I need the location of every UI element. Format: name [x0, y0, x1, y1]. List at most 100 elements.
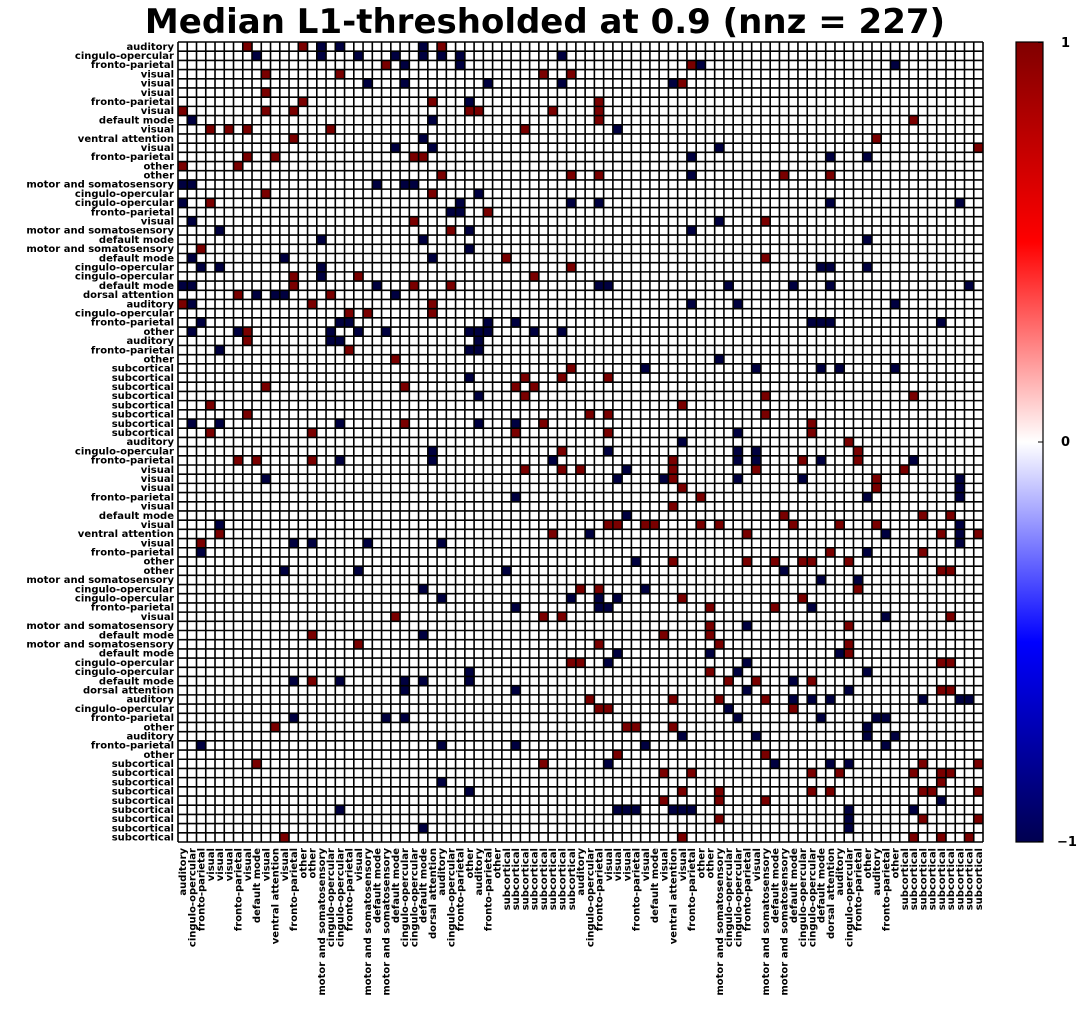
heatmap-cell	[862, 547, 872, 557]
heatmap-cell	[242, 42, 253, 52]
heatmap-cell	[714, 143, 724, 153]
heatmap-cell	[853, 455, 863, 465]
heatmap-cell	[862, 492, 872, 502]
heatmap-cell	[409, 216, 419, 226]
heatmap-cell	[603, 759, 613, 769]
heatmap-cell	[760, 796, 771, 806]
row-label: motor and somatosensory	[26, 621, 174, 632]
column-label: subcortical	[946, 848, 957, 910]
heatmap-cell	[677, 78, 687, 88]
column-label: subcortical	[520, 848, 531, 910]
heatmap-cell	[409, 179, 419, 190]
heatmap-cell	[418, 152, 428, 162]
heatmap-cell	[437, 777, 447, 787]
heatmap-cell	[279, 290, 290, 300]
heatmap-cell	[520, 464, 530, 475]
heatmap-cell	[936, 566, 946, 576]
heatmap-cell	[881, 612, 891, 622]
row-label: other	[144, 750, 175, 761]
heatmap-cell	[603, 704, 613, 714]
heatmap-cell	[853, 584, 863, 594]
heatmap-cell	[733, 455, 743, 465]
heatmap-cell	[908, 391, 919, 401]
row-label: visual	[141, 69, 174, 80]
heatmap-cell	[955, 529, 965, 539]
heatmap-cell	[566, 170, 576, 180]
heatmap-cell	[511, 740, 521, 751]
heatmap-cell	[788, 694, 798, 705]
heatmap-cell	[474, 345, 484, 355]
column-label: other	[891, 848, 902, 879]
heatmap-cell	[289, 271, 299, 282]
column-label: fronto-parietal	[881, 848, 892, 931]
heatmap-cell	[307, 538, 317, 548]
heatmap-cell	[344, 308, 354, 318]
heatmap-cell	[298, 97, 308, 107]
heatmap-cell	[335, 336, 345, 346]
column-label: auditory	[474, 848, 485, 896]
row-label: visual	[141, 538, 174, 549]
heatmap-cell	[353, 639, 364, 649]
heatmap-cell	[538, 612, 549, 622]
heatmap-cell	[418, 823, 428, 833]
heatmap-cell	[714, 639, 724, 649]
heatmap-cell	[455, 51, 465, 61]
heatmap-cell	[400, 713, 410, 723]
heatmap-cell	[196, 317, 206, 328]
heatmap-cell	[918, 759, 928, 769]
heatmap-cell	[936, 832, 946, 842]
heatmap-cell	[594, 115, 604, 125]
heatmap-cell	[400, 179, 410, 190]
heatmap-cell	[973, 759, 983, 769]
column-label: cingulo-opercular	[187, 848, 198, 947]
row-label: subcortical	[112, 419, 174, 430]
heatmap-cell	[483, 207, 493, 217]
row-label: cingulo-opercular	[75, 704, 174, 715]
heatmap-cell	[400, 685, 410, 695]
heatmap-cell	[918, 510, 928, 521]
heatmap-cell	[945, 658, 956, 668]
heatmap-cell	[261, 474, 271, 484]
heatmap-cell	[668, 556, 678, 567]
heatmap-cell	[187, 419, 197, 429]
row-label: subcortical	[112, 400, 174, 411]
column-label: visual	[659, 848, 670, 881]
colorbar-tick-label: −1	[1057, 835, 1077, 850]
heatmap-grid	[177, 41, 984, 843]
heatmap-cell	[945, 612, 956, 622]
heatmap-cell	[797, 455, 808, 465]
heatmap-cell	[686, 170, 697, 180]
heatmap-cell	[483, 317, 493, 328]
heatmap-cell	[825, 786, 835, 797]
heatmap-cell	[890, 60, 900, 70]
heatmap-cell	[733, 713, 743, 723]
heatmap-cell	[742, 621, 752, 631]
heatmap-cell	[825, 152, 835, 162]
heatmap-cell	[409, 152, 419, 162]
row-label: cingulo-opercular	[75, 189, 174, 200]
row-label: default mode	[99, 630, 174, 641]
column-label: motor and somatosensory	[780, 848, 791, 996]
heatmap-cell	[751, 455, 761, 465]
heatmap-cell	[474, 327, 484, 337]
heatmap-cell	[668, 464, 678, 475]
heatmap-cell	[936, 777, 946, 787]
heatmap-cell	[455, 198, 465, 208]
heatmap-cell	[474, 419, 484, 429]
column-label: subcortical	[974, 848, 985, 910]
heatmap-cell	[483, 78, 493, 88]
heatmap-cell	[668, 694, 678, 705]
heatmap-cell	[908, 768, 919, 778]
row-label: ventral attention	[78, 529, 174, 540]
heatmap-cell	[464, 786, 475, 797]
heatmap-cell	[242, 152, 253, 162]
row-label: visual	[141, 465, 174, 476]
row-label: cingulo-opercular	[75, 51, 174, 62]
column-label: visual	[604, 848, 615, 881]
column-label: fronto-parietal	[687, 848, 698, 931]
heatmap-cell	[603, 373, 613, 383]
heatmap-cell	[862, 722, 872, 732]
heatmap-cell	[686, 225, 697, 236]
heatmap-cell	[696, 492, 706, 502]
heatmap-cell	[945, 768, 956, 778]
